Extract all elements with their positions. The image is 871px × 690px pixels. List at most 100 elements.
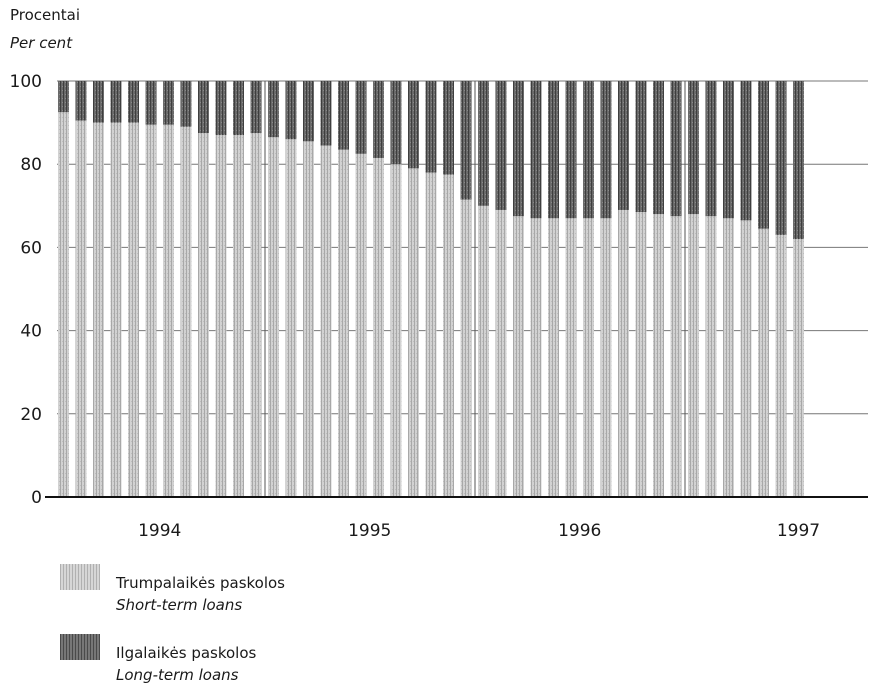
bar-long-term [635, 81, 647, 213]
bar-short-term [670, 216, 682, 497]
bar-long-term [723, 81, 734, 219]
bar-short-term [530, 218, 542, 497]
bar-short-term [583, 218, 594, 497]
bar-long-term [198, 81, 209, 133]
bar-short-term [513, 216, 524, 497]
bar-long-term [75, 81, 87, 121]
bar-short-term [128, 122, 139, 497]
legend-entry-long-term: Ilgalaikės paskolos Long-term loans [116, 642, 256, 686]
bar-long-term [688, 81, 699, 215]
bar-short-term [338, 149, 349, 497]
bar-short-term [758, 228, 769, 497]
bar-long-term [93, 81, 104, 123]
bar-short-term [478, 205, 489, 498]
bar-short-term [58, 112, 69, 497]
bar-long-term [478, 81, 489, 206]
bar-short-term [705, 216, 717, 497]
bar-long-term [233, 81, 244, 136]
bar-long-term [180, 81, 192, 127]
bar-long-term [145, 81, 157, 125]
stacked-bar-chart: 0 20 40 60 80 100 1994 1995 1996 1997 [10, 72, 868, 541]
x-tick-label-1997: 1997 [777, 521, 820, 541]
bar-short-term [723, 218, 734, 497]
y-axis-label-english: Per cent [10, 34, 73, 52]
bar-long-term [565, 81, 577, 219]
bar-short-term [198, 133, 209, 497]
bar-long-term [110, 81, 122, 123]
legend-swatch-long-term [60, 634, 100, 660]
bar-short-term [93, 122, 104, 497]
bar-short-term [443, 174, 454, 497]
bar-long-term [373, 81, 384, 158]
bar-long-term [740, 81, 752, 221]
bar-short-term [145, 124, 157, 498]
bar-short-term [373, 157, 384, 497]
bar-short-term [233, 135, 244, 497]
bar-long-term [548, 81, 559, 219]
bar-short-term [740, 220, 752, 498]
bar-long-term [460, 81, 472, 200]
bar-long-term [58, 81, 69, 113]
y-tick-label-60: 60 [20, 238, 42, 258]
bar-long-term [653, 81, 664, 215]
bar-long-term [163, 81, 174, 125]
y-tick-label-100: 100 [10, 72, 42, 92]
bar-short-term [688, 214, 699, 497]
bar-short-term [285, 139, 297, 498]
bar-long-term [250, 81, 262, 133]
bar-long-term [583, 81, 594, 219]
x-tick-label-1995: 1995 [348, 521, 391, 541]
bar-short-term [635, 212, 647, 498]
bar-long-term [215, 81, 227, 136]
bar-long-term [775, 81, 787, 235]
bar-long-term [600, 81, 612, 219]
bar-long-term [425, 81, 437, 173]
bar-long-term [670, 81, 682, 217]
bar-long-term [285, 81, 297, 140]
bar-long-term [793, 81, 804, 240]
legend-label-long-term-lt: Ilgalaikės paskolos [116, 644, 257, 662]
bar-short-term [320, 145, 332, 498]
bar-short-term [163, 124, 174, 498]
legend-entry-short-term: Trumpalaikės paskolos Short-term loans [116, 572, 285, 616]
bar-long-term [618, 81, 629, 210]
bar-short-term [793, 239, 804, 497]
bar-short-term [390, 164, 402, 497]
y-tick-label-80: 80 [20, 155, 42, 175]
legend-label-short-term-lt: Trumpalaikės paskolos [116, 574, 285, 592]
bar-short-term [618, 209, 629, 497]
y-tick-label-40: 40 [20, 322, 42, 342]
bar-short-term [303, 141, 314, 497]
bar-long-term [128, 81, 139, 123]
bar-long-term [268, 81, 279, 138]
legend-swatch-short-term [60, 564, 100, 590]
bar-long-term [705, 81, 717, 217]
bar-short-term [408, 168, 419, 498]
bar-short-term [548, 218, 559, 497]
legend-label-short-term-en: Short-term loans [116, 596, 243, 614]
bar-long-term [443, 81, 454, 175]
bar-long-term [758, 81, 769, 229]
y-tick-label-20: 20 [20, 405, 42, 425]
bar-short-term [75, 120, 87, 498]
bar-long-term [355, 81, 367, 154]
bar-short-term [565, 218, 577, 497]
bar-short-term [180, 126, 192, 497]
bar-short-term [110, 122, 122, 497]
bar-short-term [495, 209, 507, 497]
y-axis-label-lithuanian: Procentai [10, 6, 81, 24]
x-tick-label-1994: 1994 [138, 521, 181, 541]
bar-long-term [408, 81, 419, 169]
bar-short-term [215, 135, 227, 497]
bar-short-term [653, 214, 664, 497]
bar-short-term [460, 199, 472, 497]
bar-short-term [355, 153, 367, 498]
bar-long-term [530, 81, 542, 219]
y-tick-label-0: 0 [31, 488, 42, 508]
bar-long-term [303, 81, 314, 142]
bar-long-term [513, 81, 524, 217]
bar-long-term [338, 81, 349, 150]
bar-long-term [390, 81, 402, 165]
bar-short-term [775, 234, 787, 498]
legend-label-long-term-en: Long-term loans [116, 666, 239, 684]
